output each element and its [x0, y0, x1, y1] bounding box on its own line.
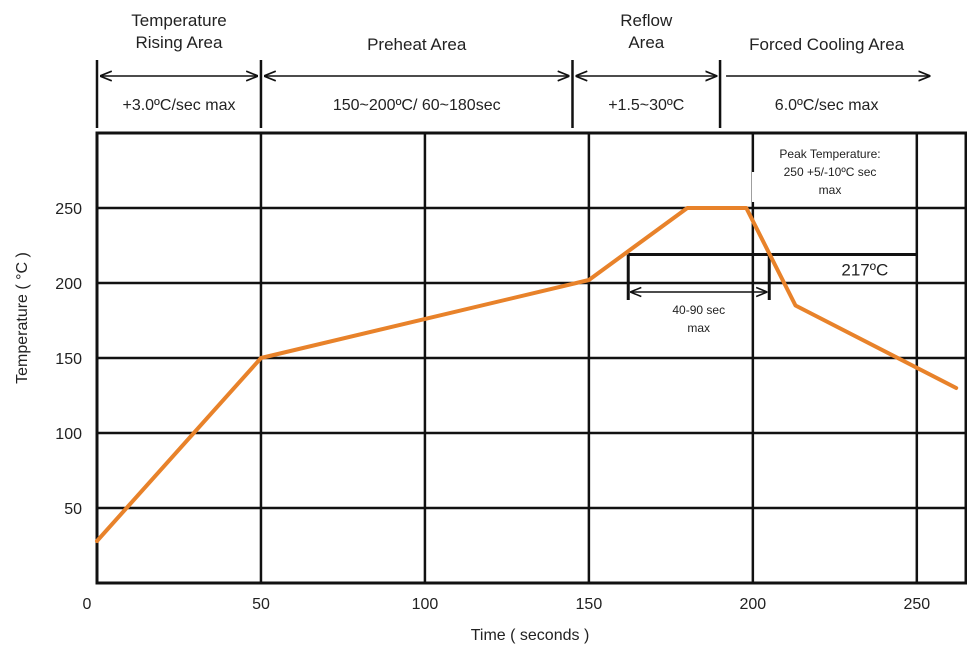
x-tick-label: 50: [252, 596, 270, 613]
profile-point: [744, 206, 748, 210]
duration-label-bg: [662, 299, 735, 341]
profile-line-0: [95, 206, 959, 543]
profile-point: [685, 206, 689, 210]
y-axis-label: Temperature ( °C ): [14, 252, 31, 384]
x-tick-label: 150: [576, 596, 603, 613]
profile-point: [793, 304, 797, 307]
profile-point: [587, 278, 591, 282]
x-tick-label: 100: [412, 596, 439, 613]
zone-rate: 6.0ºC/sec max: [775, 97, 879, 114]
zone-title: Temperature: [131, 11, 226, 30]
x-axis-label: Time ( seconds ): [471, 627, 590, 644]
y-tick-label: 250: [55, 201, 82, 218]
x-tick-label: 250: [903, 596, 930, 613]
peak-note: 250 +5/-10ºC sec: [784, 165, 877, 179]
y-tick-label: 100: [55, 426, 82, 443]
zone-title: Rising Area: [136, 33, 223, 52]
y-tick-label: 150: [55, 351, 82, 368]
y-tick-label: 200: [55, 276, 82, 293]
duration-label: 40-90 sec: [672, 303, 725, 317]
zone-rate: 150~200ºC/ 60~180sec: [333, 97, 501, 114]
zone-title: Area: [628, 33, 664, 52]
peak-note: max: [819, 183, 842, 197]
limit-label: 217ºC: [841, 261, 888, 280]
duration-label: max: [687, 321, 710, 335]
peak-note: Peak Temperature:: [779, 147, 880, 161]
zone-title: Forced Cooling Area: [749, 35, 905, 54]
y-tick-label: 50: [64, 501, 82, 518]
limit-label-bg: [816, 258, 913, 281]
x-tick-label: 200: [739, 596, 766, 613]
x-tick-label: 0: [83, 596, 92, 613]
profile-point: [259, 356, 263, 360]
zone-title: Preheat Area: [367, 35, 467, 54]
zone-rate: +3.0ºC/sec max: [122, 97, 235, 114]
profile-point: [954, 386, 958, 390]
profile-point: [95, 539, 99, 543]
zone-rate: +1.5~30ºC: [608, 97, 684, 114]
peak-note-bg: [752, 172, 907, 202]
zone-title: Reflow: [620, 11, 673, 30]
